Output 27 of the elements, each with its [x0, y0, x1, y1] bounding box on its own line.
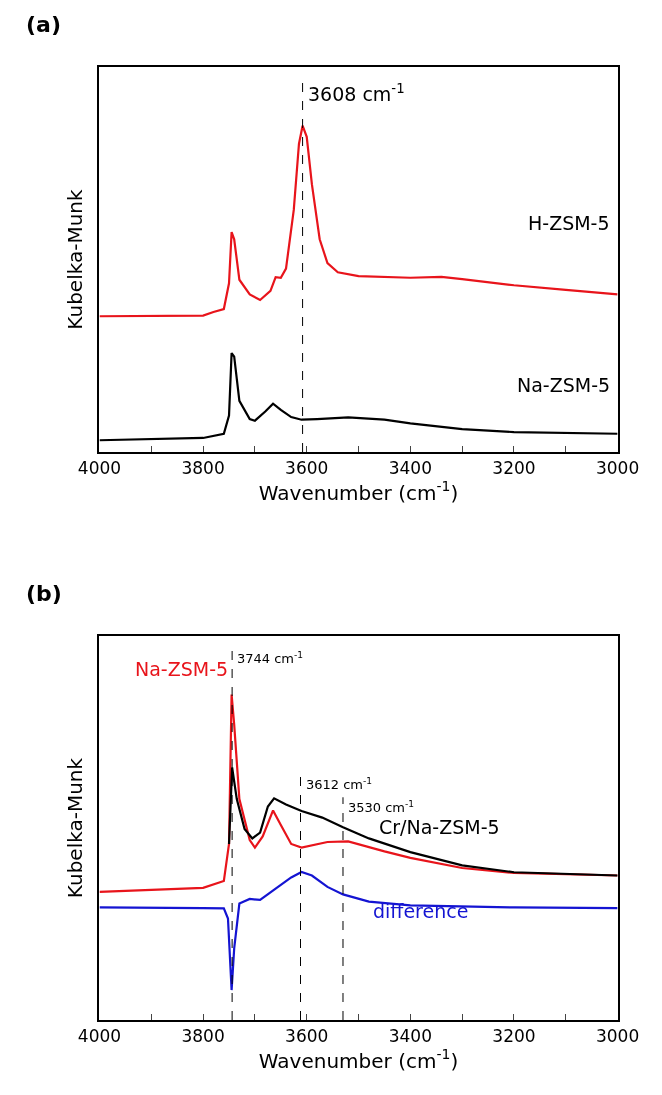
x-tick-label: 3000	[595, 458, 640, 479]
ref-line-label: 3744 cm$^{-1}$	[237, 650, 304, 667]
x-tick-label: 4000	[77, 1026, 122, 1047]
series-label: Na-ZSM-5	[517, 374, 611, 396]
ref-line-label: 3608 cm$^{-1}$	[308, 81, 405, 105]
x-tick-label: 3200	[492, 1026, 536, 1047]
x-tick-label: 4000	[77, 458, 122, 479]
x-tick-label: 3000	[595, 1026, 640, 1047]
y-axis-title: Kubelka-Munk	[62, 188, 87, 330]
x-tick-label: 3600	[285, 1026, 329, 1047]
text: H-ZSM-5	[528, 212, 610, 234]
x-tick-label: 3400	[388, 458, 432, 479]
x-tick-label: 3600	[285, 458, 329, 479]
chart-title: (b)	[26, 581, 62, 606]
x-tick-label: 3200	[492, 458, 536, 479]
x-axis-title: Wavenumber (cm$^{-1}$)	[258, 478, 459, 505]
ref-line-label: 3612 cm$^{-1}$	[306, 776, 373, 793]
chart-title: (a)	[26, 12, 61, 37]
series-label: Cr/Na-ZSM-5	[379, 816, 500, 838]
x-tick-label: 3800	[181, 1026, 225, 1047]
x-axis-title: Wavenumber (cm$^{-1}$)	[258, 1046, 459, 1073]
ref-line-label: 3530 cm$^{-1}$	[348, 799, 415, 816]
y-axis-title: Kubelka-Munk	[62, 757, 87, 899]
x-tick-label: 3400	[388, 1026, 432, 1047]
series-label: Na-ZSM-5	[135, 658, 229, 680]
x-tick-label: 3800	[181, 458, 225, 479]
series-label: difference	[373, 900, 469, 922]
